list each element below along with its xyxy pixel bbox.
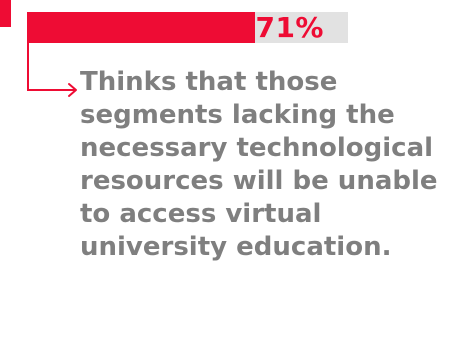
bar-value-label: 71%: [255, 10, 324, 44]
progress-bar-track: 71%: [27, 12, 348, 43]
connector-line: [27, 43, 75, 91]
progress-bar-fill: [27, 12, 255, 43]
connector-arrow-icon: [27, 43, 77, 97]
left-accent-bar: [0, 0, 11, 27]
statement-text: Thinks that those segments lacking the n…: [80, 67, 438, 262]
connector-arrowhead: [68, 83, 77, 97]
